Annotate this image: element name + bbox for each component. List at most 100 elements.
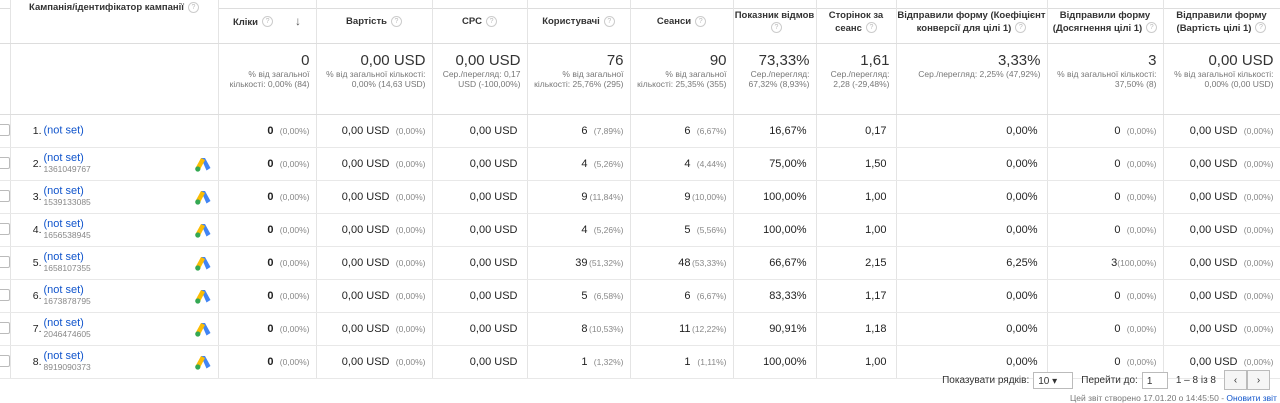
metric-value: 0,00%	[1006, 125, 1038, 137]
goto-input[interactable]: 1	[1141, 371, 1168, 389]
metric-value: 1,00	[865, 191, 887, 203]
totals-cell: 1,61 Сер./перегляд: 2,28 (-29,48%)	[816, 43, 897, 115]
metric-cell: 48 (53,33%)	[630, 246, 734, 280]
row-index: 4.	[32, 224, 42, 236]
column-header[interactable]: Сторінок за сеанс?	[816, 0, 897, 44]
metric-cell: 2,15	[816, 246, 897, 280]
checkbox[interactable]	[0, 354, 9, 367]
campaign-id: 1539133085	[43, 197, 91, 207]
checkbox[interactable]	[0, 156, 9, 169]
metric-value: 0	[1114, 125, 1121, 137]
refresh-link[interactable]: Оновити звіт	[1226, 393, 1277, 403]
logo-part	[194, 166, 200, 172]
metric-value: 0,00 USD	[1189, 356, 1238, 368]
help-icon[interactable]: ?	[187, 1, 199, 13]
metric-percent: (5,56%)	[696, 225, 727, 235]
column-header[interactable]: CPC?	[432, 0, 528, 44]
campaign-name: (not set) 1539133085	[44, 186, 91, 208]
campaign-link[interactable]: (not set)	[43, 317, 84, 329]
metric-cell: 0,00 USD (0,00%)	[316, 246, 433, 280]
total-note: Сер./перегляд: 2,25% (47,92%)	[918, 69, 1041, 79]
metric-value: 0,00 USD	[1189, 125, 1238, 137]
column-header[interactable]: Сеанси?	[630, 0, 734, 44]
metric-value: 100,00%	[763, 224, 807, 236]
column-header[interactable]: Вартість?	[316, 0, 433, 44]
metric-cell: 0,00 USD	[432, 213, 528, 247]
rows-select[interactable]: 10 ▾	[1033, 371, 1074, 389]
metric-cell: 100,00%	[733, 345, 817, 379]
metric-percent: (0,00%)	[1126, 324, 1157, 334]
metric-value: 0,00 USD	[341, 323, 390, 335]
column-header[interactable]: Відправили форму (Досягнення цілі 1)?	[1047, 0, 1164, 44]
checkbox[interactable]	[0, 123, 9, 136]
column-header[interactable]: Кліки? ↓	[218, 0, 317, 44]
metric-value: 0,00 USD	[1189, 191, 1238, 203]
column-header[interactable]: Показник відмов?	[733, 0, 817, 44]
campaign-link[interactable]: (not set)	[43, 218, 84, 230]
metric-value: 0,00 USD	[341, 125, 390, 137]
metric-value: 0	[267, 125, 274, 137]
header-label: Відправили форму (Вартість цілі 1)	[1176, 9, 1267, 34]
campaign-link[interactable]: (not set)	[43, 350, 84, 362]
campaign-link[interactable]: (not set)	[43, 152, 84, 164]
metric-percent: (51,32%)	[589, 258, 624, 268]
metric-cell: 9 (10,00%)	[630, 180, 734, 214]
metric-cell: 1,50	[816, 147, 897, 181]
checkbox[interactable]	[0, 255, 9, 268]
header-label: CPC	[461, 16, 483, 27]
metric-percent: (7,89%)	[593, 126, 624, 136]
metric-percent: (11,84%)	[589, 192, 624, 202]
totals-cell: 3,33% Сер./перегляд: 2,25% (47,92%)	[896, 43, 1048, 115]
metric-percent: (0,00%)	[1126, 225, 1157, 235]
metric-value: 0,00 USD	[1189, 224, 1238, 236]
metric-value: 1	[581, 356, 588, 368]
ads-logo	[194, 224, 210, 238]
metric-percent: (0,00%)	[279, 126, 310, 136]
metric-cell: 75,00%	[733, 147, 817, 181]
ads-icon	[194, 322, 211, 340]
campaign-link[interactable]: (not set)	[43, 284, 84, 296]
header-label: Сторінок за сеанс	[828, 9, 884, 34]
generated-text: Цей звіт створено 17.01.20 о 14:45:50 -	[1070, 393, 1225, 403]
prev-button[interactable]: ‹	[1224, 370, 1247, 390]
column-header[interactable]: Відправили форму (Коефіцієнт конверсії д…	[896, 0, 1048, 44]
campaign-link[interactable]: (not set)	[43, 124, 84, 137]
campaign-header[interactable]: Кампанія/ідентифікатор кампанії?	[10, 0, 219, 44]
metric-value: 0,00 USD	[469, 158, 518, 170]
logo-part	[194, 364, 200, 370]
metric-cell: 1 (1,32%)	[527, 345, 631, 379]
metric-percent: (1,32%)	[593, 357, 624, 367]
total-note: Сер./перегляд: 67,32% (8,93%)	[748, 69, 810, 89]
campaign-link[interactable]: (not set)	[43, 251, 84, 263]
next-button[interactable]: ›	[1247, 370, 1270, 390]
metric-value: 0	[1114, 191, 1121, 203]
checkbox[interactable]	[0, 288, 9, 301]
campaign-link[interactable]: (not set)	[43, 185, 84, 197]
total-note: % від загальної кількості: 0,00% (0,00 U…	[1174, 69, 1274, 89]
help-icon: ?	[771, 22, 782, 34]
checkbox[interactable]	[0, 321, 9, 334]
metric-cell: 0,00 USD (0,00%)	[1163, 279, 1280, 313]
metric-cell: 0,00 USD	[432, 279, 528, 313]
metric-cell: 1,00	[816, 180, 897, 214]
totals-cell: 0,00 USD Сер./перегляд: 0,17 USD (-100,00…	[432, 43, 528, 115]
column-header[interactable]: Користувачі?	[527, 0, 631, 44]
metric-cell: 0 (0,00%)	[1047, 312, 1164, 346]
checkbox[interactable]	[0, 222, 9, 235]
column-header[interactable]: Відправили форму (Вартість цілі 1)?	[1163, 0, 1280, 44]
ads-logo	[194, 323, 210, 337]
header-label: Відправили форму (Досягнення цілі 1)	[1052, 9, 1151, 34]
metric-cell: 16,67%	[733, 114, 817, 148]
metric-value: 0,00 USD	[341, 191, 390, 203]
metric-value: 9	[581, 191, 588, 203]
metric-cell: 1 (1,11%)	[630, 345, 734, 379]
totals-cell: 3% від загальної кількості: 37,50% (8)	[1047, 43, 1164, 115]
metric-value: 0,00 USD	[1189, 290, 1238, 302]
metric-percent: (0,00%)	[1243, 324, 1274, 334]
metric-cell: 0 (0,00%)	[218, 279, 317, 313]
totals-cell: 76% від загальної кількості: 25,76% (295…	[527, 43, 631, 115]
metric-value: 0,00 USD	[341, 290, 390, 302]
metric-percent: (6,58%)	[593, 291, 624, 301]
metric-percent: (0,00%)	[395, 126, 426, 136]
checkbox[interactable]	[0, 189, 9, 202]
